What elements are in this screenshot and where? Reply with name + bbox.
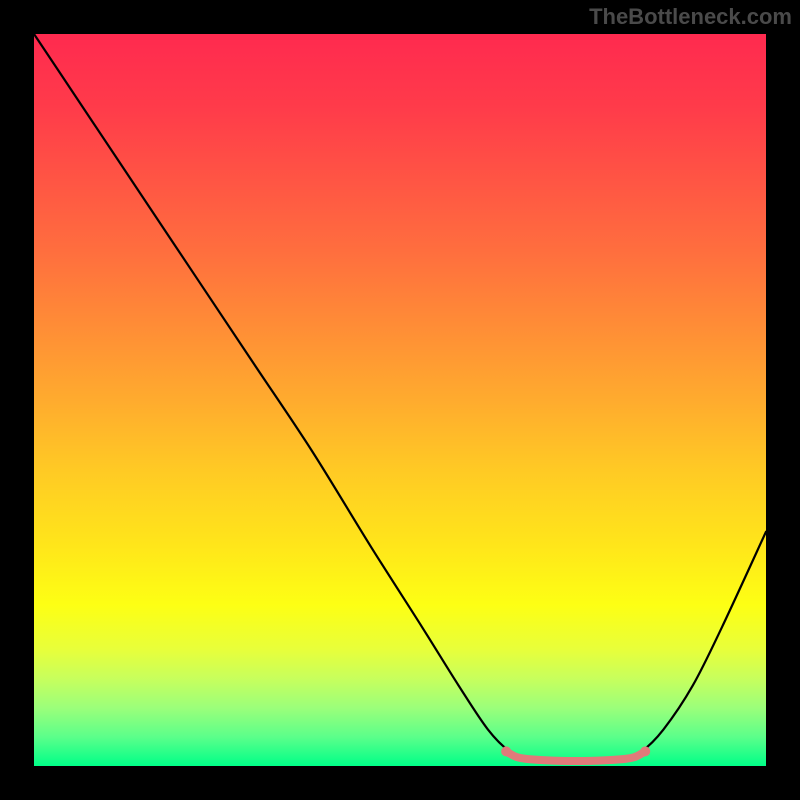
watermark-text: TheBottleneck.com (589, 4, 792, 30)
optimal-range-left-dot (501, 746, 511, 756)
optimal-range-right-dot (640, 746, 650, 756)
optimal-range-band (506, 751, 645, 761)
bottleneck-curve (34, 34, 766, 763)
plot-area (34, 34, 766, 766)
curve-layer (34, 34, 766, 766)
